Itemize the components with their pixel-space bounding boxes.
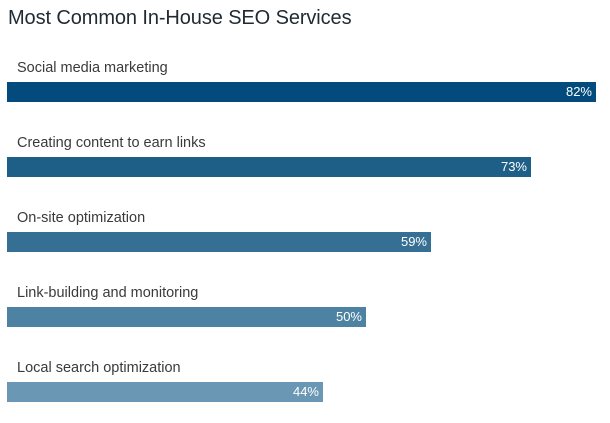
category-label: Local search optimization	[17, 360, 181, 376]
category-label: Social media marketing	[17, 60, 168, 76]
category-label: Link-building and monitoring	[17, 285, 199, 301]
bar-value-label: 82%	[565, 84, 592, 99]
bar-value-label: 59%	[400, 234, 427, 249]
bar-row: Social media marketing 82%	[0, 60, 610, 120]
bar-row: On-site optimization 59%	[0, 210, 610, 270]
bar-row: Local search optimization 44%	[0, 360, 610, 420]
chart-title: Most Common In-House SEO Services	[8, 7, 352, 29]
bar-row: Link-building and monitoring 50%	[0, 285, 610, 345]
bar: 73%	[7, 157, 531, 177]
bar-value-label: 73%	[500, 159, 527, 174]
bar: 44%	[7, 382, 323, 402]
bar-row: Creating content to earn links 73%	[0, 135, 610, 195]
bar: 59%	[7, 232, 431, 252]
bar: 82%	[7, 82, 596, 102]
category-label: Creating content to earn links	[17, 135, 206, 151]
bar-value-label: 44%	[292, 384, 319, 399]
bar-value-label: 50%	[335, 309, 362, 324]
category-label: On-site optimization	[17, 210, 146, 226]
bar: 50%	[7, 307, 366, 327]
